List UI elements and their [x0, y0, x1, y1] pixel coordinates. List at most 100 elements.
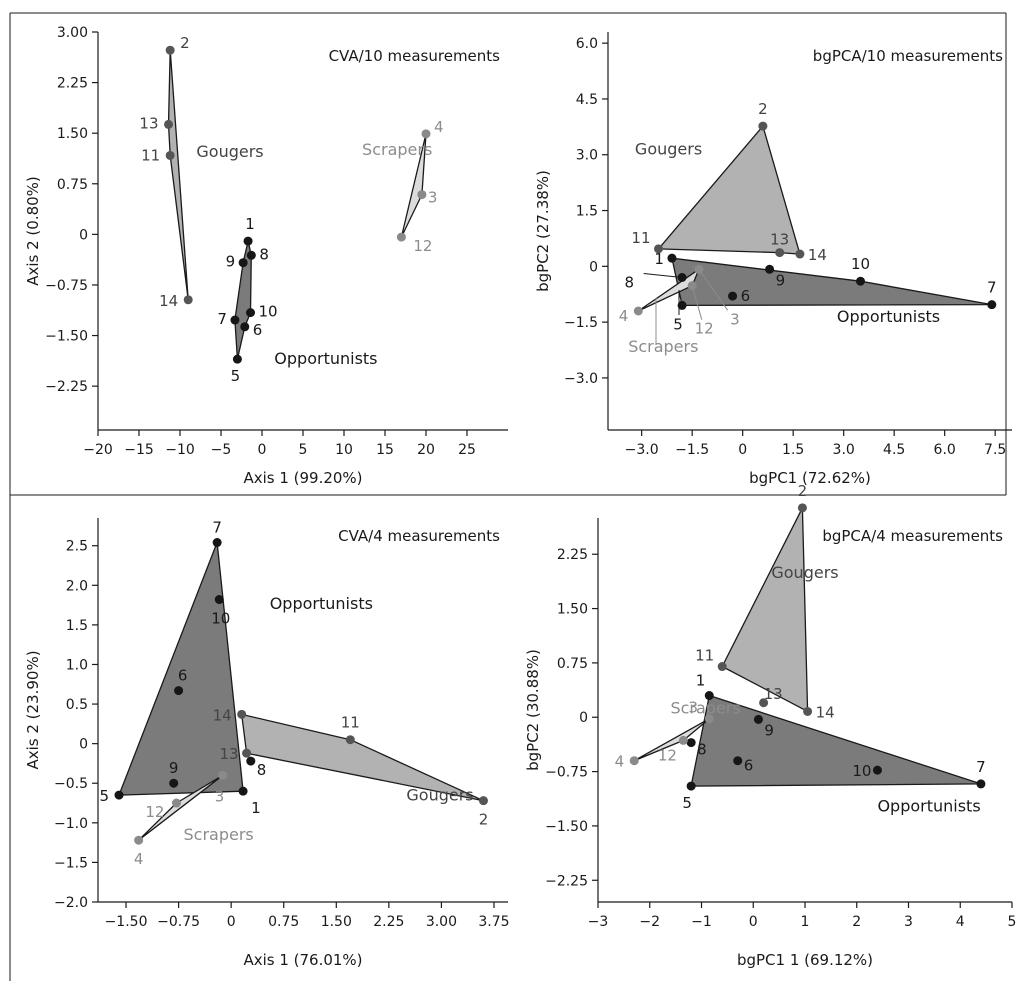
panel-3-scrapers-point-3: [218, 770, 228, 780]
panel-3-opportunists-point-6: [174, 686, 184, 696]
panel-4-opportunists-label-7: 7: [976, 758, 986, 776]
panel-1: −20 −15 −10 −5 0 5 10 15 20 25−2.25−1.50−0.7500.7…: [24, 25, 508, 487]
panel-4-opportunists-point-7: [976, 779, 986, 789]
panel-4-x-tick-label: 1: [801, 914, 810, 930]
panel-2-title: bgPCA/10 measurements: [813, 47, 1003, 65]
panel-2-y-tick-label: −3.0: [564, 371, 598, 387]
panel-4-title: bgPCA/4 measurements: [822, 527, 1003, 545]
panel-2-gougers-label-14: 14: [808, 246, 827, 264]
panel-4-y-tick-label: −1.50: [545, 819, 588, 835]
panel-2-opportunists-label-6: 6: [741, 287, 751, 305]
panel-4-y-tick-label: 0: [579, 710, 588, 726]
panel-1-opportunists-label-5: 5: [231, 367, 241, 385]
panel-1-opportunists-label-10: 10: [259, 303, 278, 321]
panel-3-y-tick-label: −1.5: [54, 855, 88, 871]
panel-3-scrapers-point-12: [171, 798, 181, 808]
panel-3-y-tick-label: 0: [79, 737, 88, 753]
panel-1-y-tick-label: −0.75: [45, 278, 88, 294]
panel-1-opportunists-point-8: [246, 250, 256, 260]
panel-1-scrapers-point-3: [417, 190, 427, 200]
panel-3-x-tick-label: 1.50: [321, 914, 352, 930]
panel-3-opportunists-hull: [118, 541, 244, 796]
panel-2-gougers-point-2: [758, 121, 768, 131]
panel-1-scrapers-label-4: 4: [434, 118, 444, 136]
panel-3-gougers-point-11: [345, 735, 355, 745]
panel-3-gougers-label-14: 14: [213, 706, 232, 724]
panel-2-opportunists-hull: [671, 257, 993, 307]
panel-4-y-tick-label: 1.50: [557, 602, 588, 618]
panel-3: −1.50 −0.75 0 0.75 1.50 2.25 3.00 3.75−2.0−1.5−…: [24, 518, 510, 969]
panel-1-scrapers-label-12: 12: [413, 237, 432, 255]
panel-1-scrapers-hull: [400, 133, 427, 238]
panel-4-gougers-hull: [721, 507, 809, 713]
panel-2-scrapers-hull: [637, 268, 700, 312]
panel-3-x-tick-label: 0: [227, 914, 236, 930]
panel-1-y-tick-label: 1.50: [57, 126, 88, 142]
panel-3-y-tick-label: 1.0: [66, 657, 88, 673]
panel-3-opportunists-label-5: 5: [99, 787, 109, 805]
panel-2-y-tick-label: 0: [589, 259, 598, 275]
panel-2-x-tick-label: 0: [738, 442, 747, 458]
panel-1-opportunists-label-6: 6: [253, 321, 263, 339]
panel-4-x-tick-label: −1: [691, 914, 712, 930]
panel-4-y-tick-label: −2.25: [545, 873, 588, 889]
panel-4-x-tick-label: 4: [956, 914, 965, 930]
panel-3-opportunists-label-10: 10: [211, 610, 230, 628]
panel-3-y-tick-label: −2.0: [54, 895, 88, 911]
panel-3-x-axis-title: Axis 1 (76.01%): [243, 951, 362, 969]
panel-4-opportunists-point-10: [872, 765, 882, 775]
panel-1-gougers-label-13: 13: [139, 114, 158, 132]
panel-4-scrapers-point-4: [629, 756, 639, 766]
panel-1-opportunists-label-8: 8: [259, 245, 269, 263]
panel-4-gougers-label-11: 11: [695, 647, 714, 665]
panel-1-x-tick-label: 10: [335, 442, 353, 458]
panel-4-gougers-label-2: 2: [798, 482, 808, 500]
panel-1-x-tick-label: 20: [417, 442, 435, 458]
panel-2-opportunists-group-label: Opportunists: [837, 307, 940, 326]
panel-4-gougers-group-label: Gougers: [771, 563, 838, 582]
panel-4-x-tick-label: 3: [904, 914, 913, 930]
panel-4-opportunists-hull: [690, 694, 982, 787]
panel-4-opportunists-label-1: 1: [696, 672, 706, 690]
panel-3-gougers-label-11: 11: [341, 714, 360, 732]
panel-2-opportunists-label-5: 5: [673, 315, 683, 333]
panel-2-x-tick-label: −3.0: [625, 442, 659, 458]
panel-1-x-tick-label: −15: [124, 442, 154, 458]
panel-1-scrapers-group-label: Scrapers: [362, 140, 432, 159]
panel-4-gougers-point-13: [759, 698, 769, 708]
panel-2-point-leader-12: [691, 285, 703, 320]
panel-2-opportunists-point-10: [856, 276, 865, 286]
panel-3-gougers-label-13: 13: [219, 745, 238, 763]
panel-3-gougers-label-2: 2: [479, 811, 489, 829]
panel-4: −3 −2 −1 0 1 2 3 4 5−2.25−1.50−0.7500.751.502.25…: [524, 482, 1016, 969]
panel-1-x-tick-label: −20: [83, 442, 113, 458]
panel-1-x-tick-label: 5: [299, 442, 308, 458]
panel-1-gougers-label-2: 2: [180, 34, 190, 52]
panel-2-gougers-point-14: [795, 249, 805, 259]
panel-2-opportunists-label-10: 10: [851, 255, 870, 273]
panel-4-opportunists-point-6: [733, 756, 743, 766]
panel-3-x-tick-label: 2.25: [373, 914, 404, 930]
panel-1-gougers-hull: [167, 49, 189, 301]
panel-3-opportunists-group-label: Opportunists: [270, 594, 373, 613]
panel-1-gougers-label-11: 11: [141, 146, 160, 164]
panel-3-x-tick-label: 0.75: [268, 914, 299, 930]
panel-1-gougers-label-14: 14: [159, 292, 178, 310]
panel-1-y-tick-label: 0.75: [57, 177, 88, 193]
panel-3-scrapers-group-label: Scrapers: [184, 825, 254, 844]
panel-4-gougers-label-13: 13: [764, 685, 783, 703]
panel-4-scrapers-point-12: [678, 735, 688, 745]
panel-3-x-tick-label: −0.75: [157, 914, 200, 930]
panel-3-opportunists-label-1: 1: [251, 799, 261, 817]
panel-4-scrapers-label-4: 4: [615, 753, 625, 771]
panel-2-opportunists-point-6: [728, 291, 738, 301]
panel-3-scrapers-point-4: [134, 835, 144, 845]
panel-1-opportunists-label-7: 7: [217, 310, 227, 328]
panel-4-opportunists-label-8: 8: [697, 741, 707, 759]
panel-1-y-tick-label: 0: [79, 227, 88, 243]
panel-1-gougers-point-2: [165, 45, 175, 55]
panel-4-opportunists-label-9: 9: [764, 721, 774, 739]
panel-1-gougers-group-label: Gougers: [196, 142, 263, 161]
panel-1-x-tick-label: −10: [165, 442, 195, 458]
panel-1-opportunists-label-1: 1: [245, 215, 255, 233]
